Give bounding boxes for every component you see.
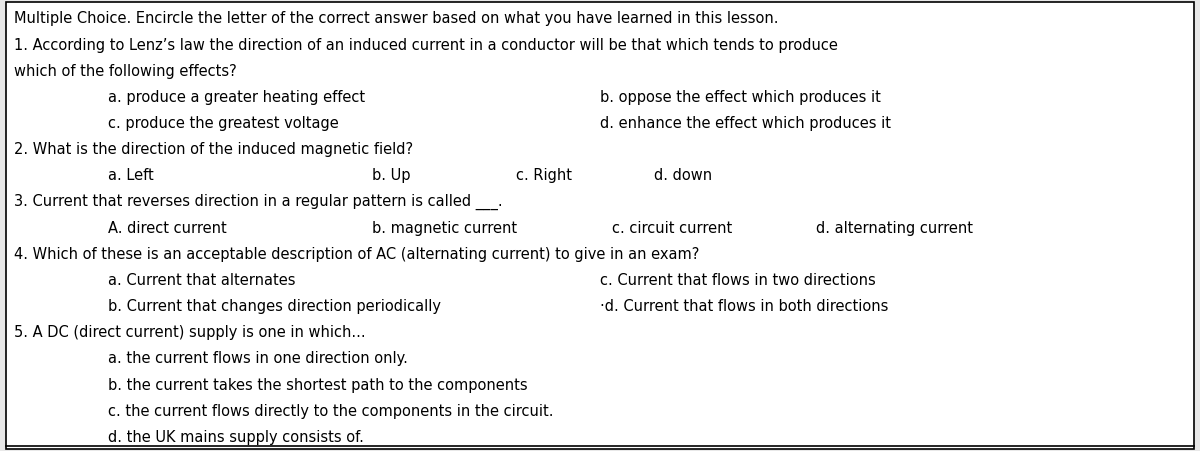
Text: d. the UK mains supply consists of.: d. the UK mains supply consists of.: [108, 430, 364, 445]
Text: a. Current that alternates: a. Current that alternates: [108, 273, 295, 288]
Text: a. Left: a. Left: [108, 168, 154, 184]
Text: b. magnetic current: b. magnetic current: [372, 221, 517, 236]
Text: ·d. Current that flows in both directions: ·d. Current that flows in both direction…: [600, 299, 888, 314]
Text: 4. Which of these is an acceptable description of AC (alternating current) to gi: 4. Which of these is an acceptable descr…: [14, 247, 700, 262]
Text: c. the current flows directly to the components in the circuit.: c. the current flows directly to the com…: [108, 404, 553, 419]
Text: 2. What is the direction of the induced magnetic field?: 2. What is the direction of the induced …: [14, 142, 414, 157]
Text: c. circuit current: c. circuit current: [612, 221, 732, 236]
Text: c. produce the greatest voltage: c. produce the greatest voltage: [108, 116, 338, 131]
Text: c. Right: c. Right: [516, 168, 572, 184]
Text: which of the following effects?: which of the following effects?: [14, 64, 238, 79]
FancyBboxPatch shape: [6, 2, 1194, 449]
Text: 5. A DC (direct current) supply is one in which...: 5. A DC (direct current) supply is one i…: [14, 325, 366, 341]
Text: c. Current that flows in two directions: c. Current that flows in two directions: [600, 273, 876, 288]
Text: d. down: d. down: [654, 168, 712, 184]
Text: b. oppose the effect which produces it: b. oppose the effect which produces it: [600, 90, 881, 105]
Text: d. alternating current: d. alternating current: [816, 221, 973, 236]
Text: d. enhance the effect which produces it: d. enhance the effect which produces it: [600, 116, 890, 131]
Text: b. the current takes the shortest path to the components: b. the current takes the shortest path t…: [108, 377, 528, 393]
Text: a. the current flows in one direction only.: a. the current flows in one direction on…: [108, 351, 408, 367]
Text: a. produce a greater heating effect: a. produce a greater heating effect: [108, 90, 365, 105]
Text: 1. According to Lenz’s law the direction of an induced current in a conductor wi: 1. According to Lenz’s law the direction…: [14, 37, 839, 53]
Text: b. Current that changes direction periodically: b. Current that changes direction period…: [108, 299, 442, 314]
Text: b. Up: b. Up: [372, 168, 410, 184]
Text: Multiple Choice. Encircle the letter of the correct answer based on what you hav: Multiple Choice. Encircle the letter of …: [14, 10, 779, 26]
Text: A. direct current: A. direct current: [108, 221, 227, 236]
Text: 3. Current that reverses direction in a regular pattern is called ___.: 3. Current that reverses direction in a …: [14, 194, 503, 210]
